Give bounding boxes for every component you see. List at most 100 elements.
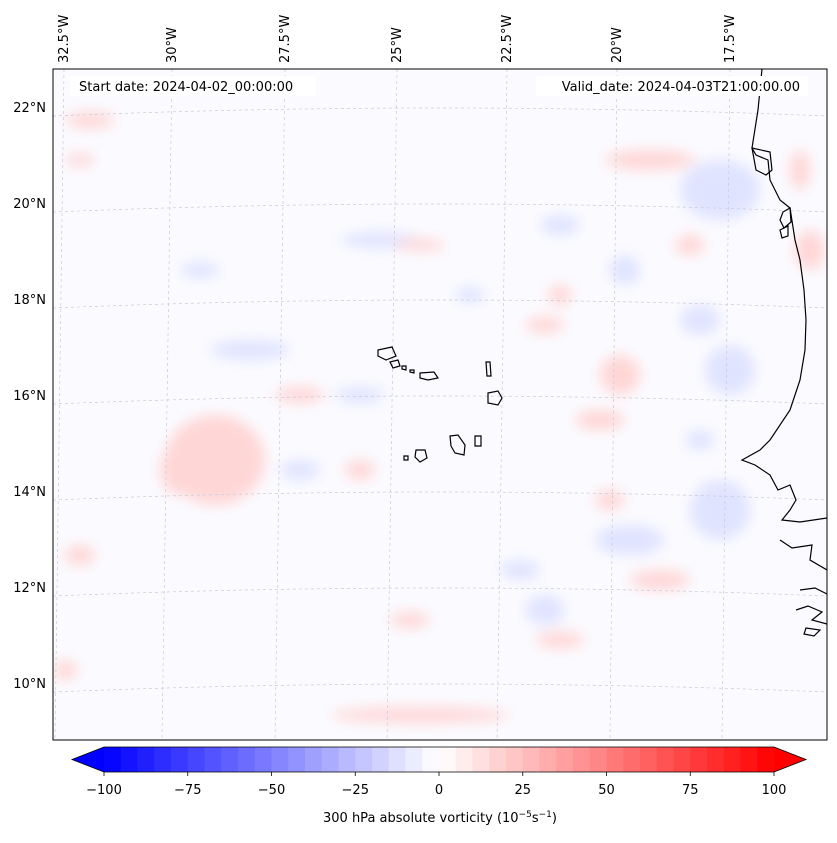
latitude-label: 14°N — [13, 485, 46, 500]
colorbar-tick-label: 75 — [682, 783, 699, 798]
colorbar-segment — [422, 747, 440, 772]
valid-date-box — [536, 76, 808, 96]
colorbar-segment — [254, 747, 272, 772]
vorticity-contour — [705, 345, 755, 395]
colorbar-tick-label: −25 — [342, 783, 369, 798]
cape-verde-island — [419, 371, 439, 381]
colorbar-segment — [238, 747, 256, 772]
colorbar-segment — [104, 747, 122, 772]
vorticity-contour — [455, 287, 485, 303]
colorbar-segment — [472, 747, 490, 772]
colorbar-segment — [171, 747, 189, 772]
colorbar-segment — [288, 747, 306, 772]
africa-coastline — [740, 69, 827, 637]
parallel-line — [53, 203, 827, 213]
meridian-line — [274, 69, 286, 740]
vorticity-contour — [65, 154, 95, 166]
vorticity-contour — [790, 150, 810, 190]
cape-verde-island — [414, 449, 428, 463]
colorbar-segment — [757, 747, 775, 772]
meridian-line — [609, 69, 618, 740]
longitude-label: 30°W — [165, 27, 180, 63]
vorticity-contour — [540, 215, 580, 235]
vorticity-contour — [605, 150, 695, 170]
colorbar-segment — [690, 747, 708, 772]
colorbar-segment — [455, 747, 473, 772]
colorbar — [70, 746, 808, 773]
vorticity-contour — [280, 460, 320, 480]
cape-verde-island — [409, 369, 415, 374]
cape-verde-island — [401, 365, 407, 371]
vorticity-contour — [630, 570, 690, 590]
parallel-line — [53, 491, 827, 501]
colorbar-segment — [372, 747, 390, 772]
vorticity-contour — [525, 595, 565, 625]
vorticity-contour — [675, 235, 705, 255]
vorticity-contour — [610, 255, 640, 285]
vorticity-contour — [690, 480, 750, 540]
vorticity-contour — [330, 707, 510, 723]
vorticity-contour — [160, 445, 200, 495]
colorbar-segment — [589, 747, 607, 772]
parallel-line — [53, 107, 827, 117]
meridian-line — [496, 69, 508, 740]
map-panel — [53, 69, 827, 740]
longitude-label: 22.5°W — [500, 15, 515, 63]
colorbar-segment — [606, 747, 624, 772]
longitude-label: 32.5°W — [57, 15, 72, 63]
vorticity-field — [53, 112, 825, 723]
longitude-label: 20°W — [610, 27, 625, 63]
colorbar-segment — [673, 747, 691, 772]
vorticity-contour — [345, 460, 375, 480]
valid-date-label: Valid_date: 2024-04-03T21:00:00.00 — [562, 80, 800, 95]
vorticity-contour — [65, 112, 115, 128]
meridian-line — [161, 69, 173, 740]
vorticity-contour — [548, 285, 572, 305]
cape-verde-island — [487, 390, 503, 406]
coast-inlet — [751, 147, 773, 176]
colorbar-tick-label: 100 — [762, 783, 787, 798]
colorbar-segment — [489, 747, 507, 772]
vorticity-contour — [685, 430, 715, 450]
cape-verde-island — [403, 455, 409, 461]
colorbar-segment — [656, 747, 674, 772]
longitude-label: 27.5°W — [278, 15, 293, 63]
vorticity-contour — [680, 160, 760, 220]
meridian-line — [54, 69, 65, 740]
colorbar-tick-label: 50 — [598, 783, 615, 798]
graticule — [53, 69, 827, 740]
latitude-label: 12°N — [13, 581, 46, 596]
colorbar-segment — [723, 747, 741, 772]
start-date-label: Start date: 2024-04-02_00:00:00 — [79, 80, 293, 95]
colorbar-segment — [623, 747, 641, 772]
cape-verde-island — [389, 359, 401, 369]
latitude-label: 16°N — [13, 389, 46, 404]
colorbar-segment — [187, 747, 205, 772]
vorticity-contour — [500, 560, 540, 580]
parallel-line — [53, 299, 827, 309]
colorbar-segment — [573, 747, 591, 772]
parallel-line — [53, 587, 827, 597]
cape-verde-island — [377, 346, 397, 361]
longitude-label: 25°W — [390, 27, 405, 63]
colorbar-segment — [506, 747, 524, 772]
longitude-label: 17.5°W — [723, 15, 738, 63]
colorbar-segment — [640, 747, 658, 772]
meridian-line — [721, 69, 731, 740]
latitude-labels: 22°N 20°N 18°N 16°N 14°N 12°N 10°N — [13, 101, 46, 692]
colorbar-segment — [120, 747, 138, 772]
coastline — [377, 69, 827, 637]
cape-verde-island — [485, 361, 492, 377]
colorbar-segment — [137, 747, 155, 772]
vorticity-contour — [390, 612, 430, 628]
vorticity-contour — [535, 632, 585, 648]
parallel-line — [53, 683, 827, 693]
vorticity-contour — [600, 355, 640, 395]
colorbar-tick-label: −75 — [174, 783, 201, 798]
vorticity-contour — [53, 660, 77, 680]
colorbar-segment — [154, 747, 172, 772]
vorticity-contour — [595, 525, 665, 555]
latitude-label: 22°N — [13, 101, 46, 116]
colorbar-tick-label: −50 — [258, 783, 285, 798]
